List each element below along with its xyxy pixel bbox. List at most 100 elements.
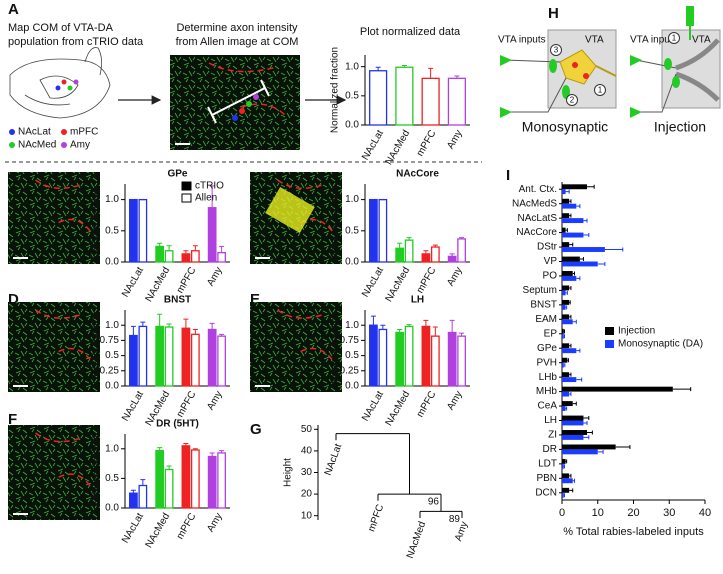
error-bar bbox=[569, 488, 574, 493]
error-bar bbox=[583, 233, 590, 238]
error-bar bbox=[569, 372, 572, 377]
bar bbox=[562, 242, 570, 248]
merge-label: 96 bbox=[428, 497, 440, 508]
error-bar bbox=[219, 450, 225, 453]
bar bbox=[217, 452, 226, 509]
y-tick-label: 1.0 bbox=[105, 320, 119, 331]
y-tick-label: 0.5 bbox=[345, 90, 359, 101]
error-bar bbox=[209, 185, 215, 208]
error-bar bbox=[423, 319, 429, 327]
y-tick-label: 0.5 bbox=[105, 473, 119, 484]
com-dot bbox=[73, 79, 79, 85]
com-dot bbox=[67, 85, 73, 91]
error-bar bbox=[615, 444, 631, 449]
brain-schematic bbox=[9, 47, 111, 119]
error-bar bbox=[563, 464, 566, 469]
diagram-caption: Injection bbox=[654, 119, 706, 135]
bar bbox=[562, 247, 605, 252]
y-tick-label: EP bbox=[544, 328, 558, 339]
y-tick-label: 40 bbox=[301, 446, 313, 457]
error-bar bbox=[563, 329, 566, 334]
error-bar bbox=[565, 189, 570, 194]
error-bar bbox=[569, 473, 572, 478]
panel-label: H bbox=[548, 5, 559, 22]
y-axis-label: Relative fraction bbox=[90, 435, 101, 507]
error-bar bbox=[209, 452, 215, 457]
error-bar bbox=[565, 228, 568, 233]
legend-marker bbox=[9, 142, 15, 148]
bar bbox=[562, 299, 570, 305]
bar bbox=[562, 449, 598, 455]
bar bbox=[129, 334, 138, 387]
x-tick-label: NAcLat bbox=[120, 389, 146, 423]
error-bar bbox=[183, 442, 189, 446]
step-text: Plot normalized data bbox=[360, 26, 461, 38]
error-bar bbox=[563, 334, 566, 339]
y-axis-label: Relative fraction bbox=[90, 187, 101, 259]
legend-label: Injection bbox=[618, 326, 655, 337]
bar bbox=[217, 335, 226, 387]
y-tick-label: EAM bbox=[535, 314, 557, 325]
error-bar bbox=[572, 271, 576, 276]
error-bar bbox=[432, 244, 438, 248]
error-bar bbox=[459, 237, 465, 239]
monosynaptic-diagram bbox=[500, 29, 617, 118]
error-bar bbox=[380, 324, 386, 330]
y-tick-label: DR bbox=[543, 444, 557, 455]
y-tick-label: 10 bbox=[301, 510, 313, 521]
legend-label: Allen bbox=[195, 193, 217, 204]
bar bbox=[421, 77, 440, 126]
bar bbox=[562, 304, 566, 310]
legend-swatch bbox=[605, 327, 614, 335]
chart-title: DR (5HT) bbox=[156, 419, 199, 430]
bar bbox=[447, 255, 457, 263]
bar bbox=[562, 333, 564, 339]
y-tick-label: 1.0 bbox=[345, 320, 359, 331]
error-bar bbox=[428, 67, 434, 79]
y-tick-label: LDT bbox=[538, 459, 557, 470]
bar bbox=[190, 250, 200, 263]
bar bbox=[395, 247, 405, 263]
error-bar bbox=[375, 66, 381, 71]
x-tick-label: mPFC bbox=[175, 389, 199, 419]
bar bbox=[181, 253, 191, 263]
error-bar bbox=[565, 290, 568, 295]
error-bar bbox=[449, 253, 455, 257]
micrograph bbox=[8, 302, 100, 392]
legend-swatch bbox=[181, 181, 192, 191]
error-bar bbox=[459, 332, 465, 337]
error-bar bbox=[454, 75, 460, 79]
y-tick-label: MHb bbox=[536, 386, 558, 397]
chart-title: GPe bbox=[167, 169, 187, 180]
y-tick-label: Septum bbox=[523, 285, 557, 296]
panel-label: D bbox=[8, 291, 19, 308]
error-bar bbox=[569, 213, 572, 218]
bar bbox=[207, 207, 217, 263]
error-bar bbox=[572, 478, 576, 483]
error-bar bbox=[406, 324, 412, 327]
region-label: VTA bbox=[692, 35, 711, 46]
x-tick-label: mPFC bbox=[415, 265, 439, 295]
bar bbox=[207, 328, 217, 387]
x-tick-label: mPFC bbox=[415, 128, 439, 158]
error-bar bbox=[157, 447, 163, 451]
y-axis-label: Relative fraction bbox=[330, 312, 341, 384]
y-tick-label: BNST bbox=[530, 300, 557, 311]
bar bbox=[562, 458, 566, 464]
y-tick-label: LHb bbox=[539, 372, 558, 383]
error-bar bbox=[569, 392, 572, 397]
error-bar bbox=[406, 237, 412, 241]
x-tick-label: NAcLat bbox=[360, 265, 386, 299]
bar bbox=[129, 198, 138, 263]
bar bbox=[562, 184, 588, 190]
bar bbox=[562, 473, 570, 479]
legend-label: mPFC bbox=[70, 127, 98, 138]
x-tick-label: 40 bbox=[699, 507, 711, 519]
y-tick-label: DCN bbox=[535, 487, 557, 498]
merge-label: 89 bbox=[449, 514, 461, 525]
bar bbox=[404, 239, 414, 263]
step-circle bbox=[668, 32, 680, 44]
bar bbox=[562, 430, 588, 435]
error-bar bbox=[672, 387, 692, 392]
bar bbox=[447, 77, 466, 126]
